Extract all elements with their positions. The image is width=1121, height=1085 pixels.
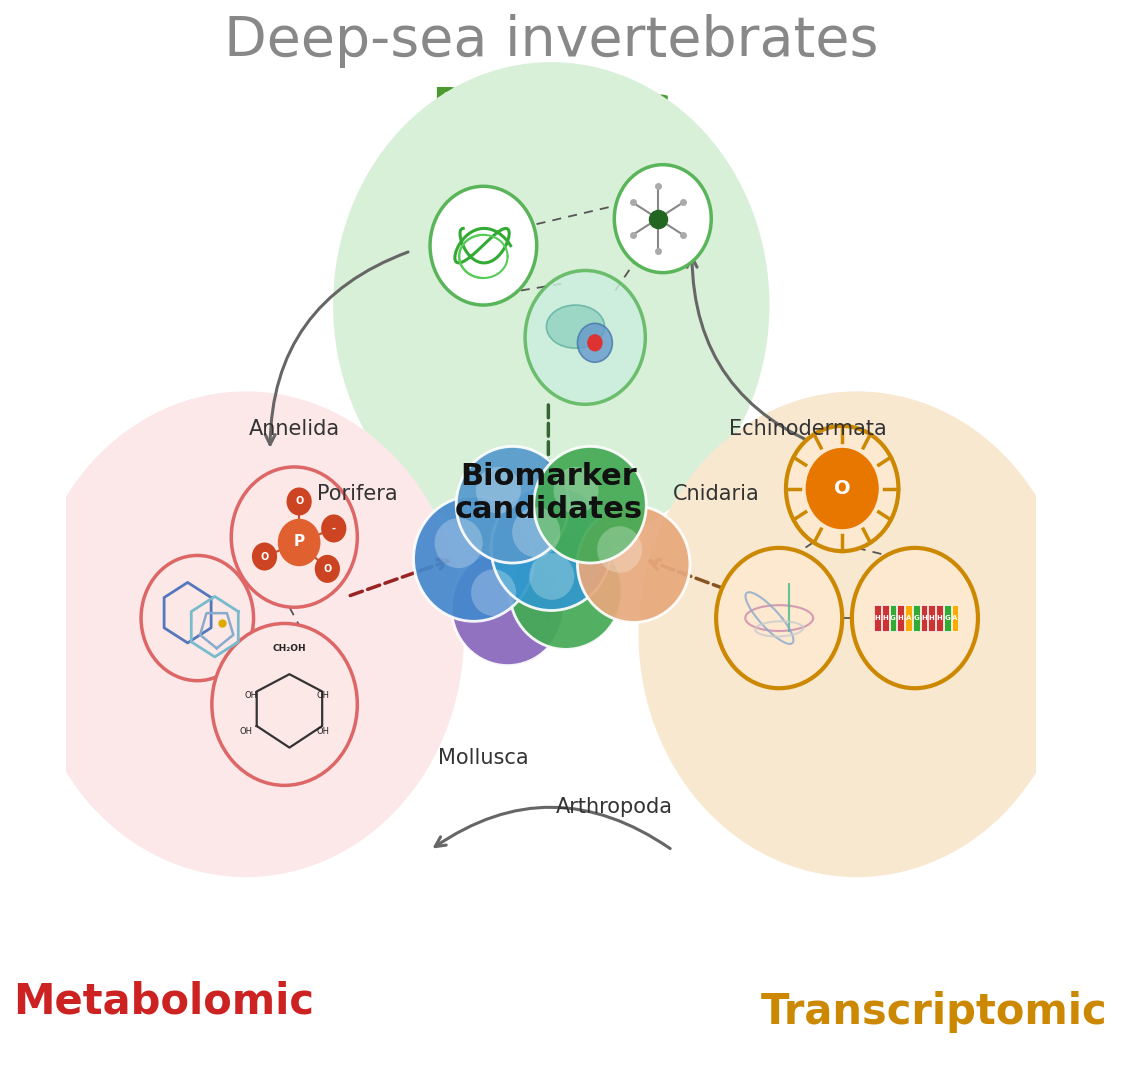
Ellipse shape (471, 570, 516, 616)
Text: H: H (898, 615, 904, 621)
Ellipse shape (512, 507, 560, 558)
Circle shape (212, 624, 358, 786)
Circle shape (430, 187, 537, 305)
Bar (882, 605, 889, 631)
Text: H: H (921, 615, 927, 621)
Text: A: A (952, 615, 957, 621)
Text: O: O (834, 480, 851, 498)
Text: OH: OH (317, 691, 330, 700)
Ellipse shape (491, 485, 611, 611)
Text: H: H (874, 615, 880, 621)
Ellipse shape (534, 446, 647, 563)
Circle shape (716, 548, 842, 688)
Text: O: O (260, 551, 269, 562)
Text: OH: OH (244, 691, 257, 700)
Text: OH: OH (317, 727, 330, 736)
Ellipse shape (597, 526, 642, 573)
Text: G: G (914, 615, 919, 621)
Text: Metabolomic: Metabolomic (12, 980, 314, 1022)
Circle shape (315, 554, 340, 583)
Text: OH: OH (239, 727, 252, 736)
Text: Annelida: Annelida (249, 419, 340, 439)
Text: A: A (906, 615, 911, 621)
Bar (874, 605, 881, 631)
Circle shape (577, 323, 612, 362)
Bar (920, 605, 927, 631)
Text: H: H (936, 615, 943, 621)
Text: Transcriptomic: Transcriptomic (761, 991, 1108, 1033)
Text: CH₂OH: CH₂OH (272, 643, 306, 652)
Text: Arthropoda: Arthropoda (556, 797, 673, 817)
Ellipse shape (456, 446, 568, 563)
Bar (936, 605, 943, 631)
Text: Mollusca: Mollusca (438, 749, 529, 768)
Text: -: - (332, 523, 336, 534)
Ellipse shape (414, 496, 534, 622)
Ellipse shape (452, 549, 564, 665)
Circle shape (639, 392, 1075, 877)
Text: G: G (944, 615, 949, 621)
Circle shape (278, 519, 321, 566)
Text: H: H (928, 615, 935, 621)
Bar (890, 605, 897, 631)
Circle shape (587, 334, 603, 352)
Text: H: H (882, 615, 888, 621)
Circle shape (333, 62, 769, 548)
Text: G: G (890, 615, 896, 621)
Circle shape (252, 542, 277, 571)
Circle shape (321, 514, 346, 542)
Circle shape (852, 548, 978, 688)
Ellipse shape (554, 467, 599, 513)
Circle shape (287, 487, 312, 515)
Bar (912, 605, 919, 631)
Bar (928, 605, 935, 631)
Circle shape (28, 392, 464, 877)
Text: Biomarker
candidates: Biomarker candidates (454, 461, 642, 524)
Circle shape (786, 426, 898, 551)
Text: Porifera: Porifera (317, 484, 398, 503)
Bar (898, 605, 904, 631)
Bar (944, 605, 951, 631)
Circle shape (806, 448, 879, 529)
Text: Cnidaria: Cnidaria (673, 484, 760, 503)
Ellipse shape (476, 467, 521, 513)
Ellipse shape (529, 553, 574, 600)
Ellipse shape (510, 533, 622, 649)
Bar (906, 605, 911, 631)
Circle shape (141, 556, 253, 680)
Text: P: P (294, 534, 305, 549)
Text: Echinodermata: Echinodermata (730, 419, 887, 439)
Circle shape (525, 270, 646, 405)
Ellipse shape (435, 518, 483, 569)
Ellipse shape (577, 506, 689, 623)
Text: Deep-sea invertebrates: Deep-sea invertebrates (224, 13, 879, 67)
Text: Proteomic: Proteomic (432, 85, 670, 126)
Bar (952, 605, 958, 631)
Circle shape (231, 467, 358, 608)
Circle shape (614, 165, 711, 272)
Text: O: O (295, 497, 304, 507)
Ellipse shape (546, 305, 604, 348)
Text: O: O (323, 564, 332, 574)
